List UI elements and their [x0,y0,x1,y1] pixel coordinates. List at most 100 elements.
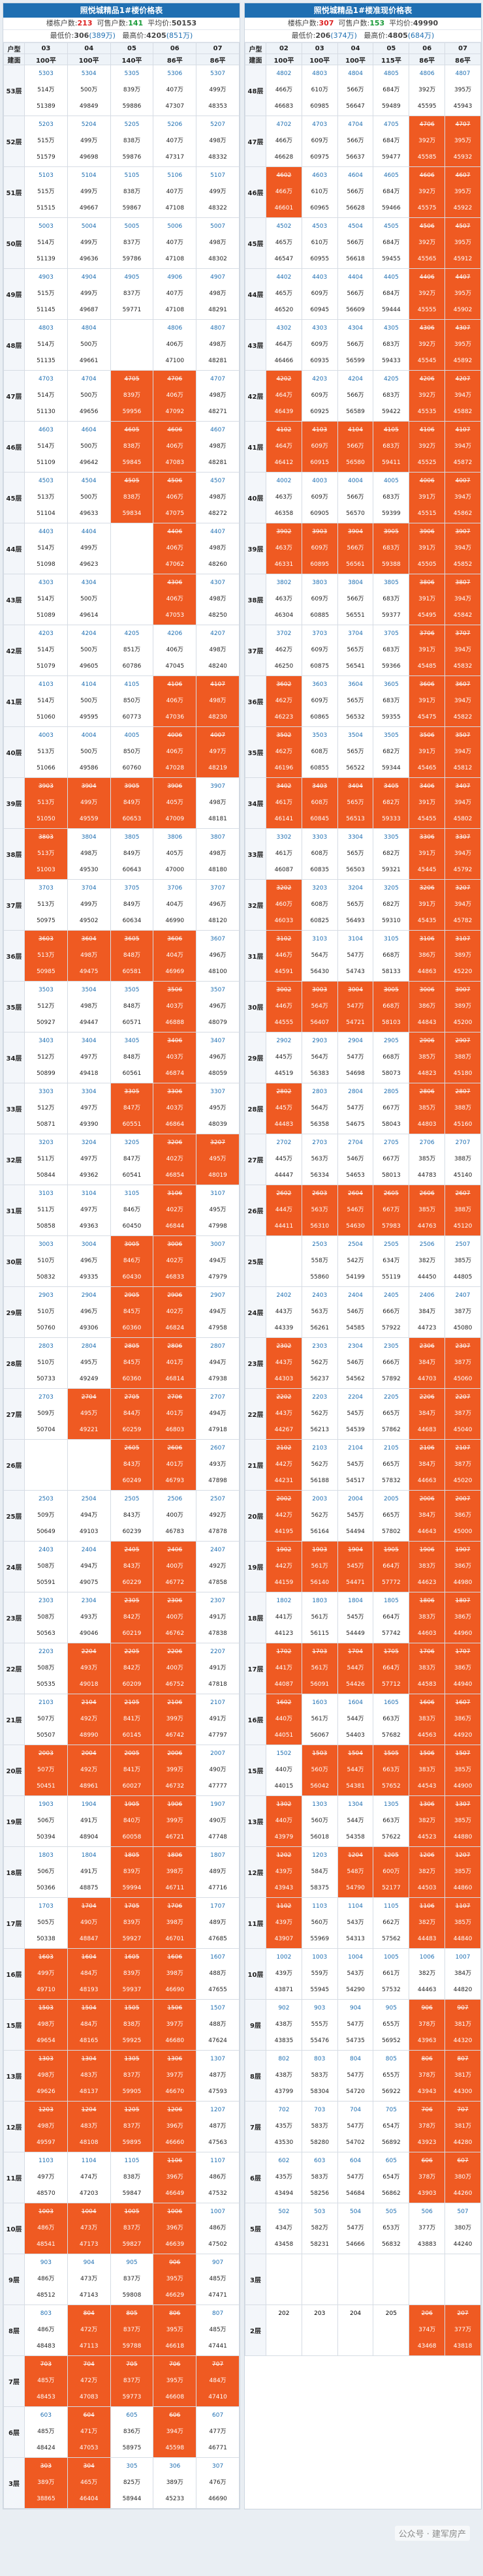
unit-cell-sold: 3106 386万 44863 [409,930,446,982]
unit-total-price: 555万 [311,2021,328,2028]
unit-price-per-sqm: 56618 [346,256,365,262]
unit-total-price: 391万 [418,545,436,551]
unit-price-per-sqm: 60581 [122,969,142,975]
unit-number: 3507 [210,987,226,993]
unit-cell-sold: 3005 846万 60430 [110,1235,154,1287]
unit-price-per-sqm: 43963 [417,2038,437,2044]
unit-price-per-sqm: 60975 [310,154,330,161]
unit-number: 1507 [455,1750,471,1757]
unit-total-price: 497万 [209,749,226,755]
unit-cell-sold: 3107 389万 45220 [444,930,481,982]
unit-total-price: 683万 [382,545,400,551]
unit-number: 1906 [419,1547,435,1553]
unit-number: 4602 [276,172,292,179]
unit-cell-sold: 1506 397万 46680 [153,1999,197,2051]
unit-number: 4507 [210,478,226,484]
unit-price-per-sqm: 44447 [274,1172,294,1179]
unit-total-price: 683万 [382,443,400,450]
unit-total-price: 380万 [454,2225,472,2231]
unit-cell: 1802 441万 44123 [266,1592,302,1643]
unit-number [111,320,153,337]
unit-number: 5007 [210,223,226,230]
unit-price-per-sqm: 47777 [208,1783,227,1790]
unit-cell: 3307 495万 48039 [196,1083,240,1134]
unit-price-per-sqm: 60551 [122,1121,142,1128]
unit-price-per-sqm: 60541 [122,1172,142,1179]
unit-number: 2806 [419,1089,435,1095]
unit-total-price [266,1253,301,1269]
unit-cell-sold: 1606 383万 44563 [409,1694,446,1745]
floor-row: 9层 903 486万 48512 904 473万 47143 905 837万 59808 90… [3,2254,240,2305]
unit-cell: 905 837万 59808 [110,2254,154,2305]
unit-total-price: 509万 [37,1512,55,1519]
unit-price-per-sqm: 47655 [208,1987,227,1993]
unit-total-price: 485万 [37,2378,55,2384]
unit-total-price [68,1457,110,1473]
unit-cell-sold: 2605 843万 60249 [110,1439,154,1491]
unit-cell-sold: 2307 387万 45060 [444,1337,481,1389]
unit-number: 2405 [124,1547,140,1553]
unit-cell: 1803 506万 50366 [24,1846,68,1898]
unit-total-price: 497万 [37,2174,55,2180]
unit-number [111,524,153,540]
unit-cell: 4404 499万 49623 [67,523,111,574]
floor-label: 26层 [3,1439,25,1491]
unit-cell-sold: 1307 385万 44880 [444,1795,481,1847]
unit-number: 2804 [81,1343,97,1350]
unit-number: 3906 [167,783,183,790]
unit-price-per-sqm: 49075 [79,1579,99,1586]
column-header: 户型 [245,42,266,54]
unit-price-per-sqm: 47958 [208,1325,227,1331]
unit-price-per-sqm: 48904 [79,1834,99,1840]
unit-price-per-sqm: 51104 [37,510,55,517]
unit-total-price: 498万 [209,392,226,399]
unit-price-per-sqm: 43979 [274,1834,294,1840]
unit-number: 2904 [348,1038,364,1044]
unit-number: 3002 [276,987,292,993]
unit-number: 2205 [383,1394,399,1401]
unit-number: 3203 [38,1140,54,1146]
unit-cell: 4206 406万 47045 [153,625,197,676]
unit-cell-sold: 3406 403万 46874 [153,1032,197,1083]
floor-row: 11层 1102 439万 43907 1103 560万 55969 1104 543万 543… [245,1897,481,1949]
unit-total-price: 545万 [347,1410,364,1417]
unit-price-per-sqm: 59321 [382,867,401,873]
unit-price-per-sqm: 49654 [37,2038,55,2044]
unit-cell-sold: 1706 398万 46701 [153,1897,197,1949]
floor-label: 30层 [3,1235,25,1287]
unit-total-price: 837万 [123,240,141,246]
unit-price-per-sqm: 45020 [453,1478,473,1484]
unit-number: 2107 [210,1699,226,1706]
unit-total-price: 494万 [209,1410,226,1417]
unit-cell: 3303 608万 60835 [301,828,338,880]
unit-price-per-sqm: 45892 [453,358,473,364]
unit-cell: 4703 514万 51130 [24,370,68,422]
unit-cell-empty [444,2254,481,2305]
unit-total-price: 498万 [37,2021,55,2028]
unit-total-price: 395万 [166,2276,183,2282]
unit-price-per-sqm: 49103 [79,1529,99,1535]
unit-number: 4906 [167,274,183,281]
unit-price-per-sqm: 44703 [417,1376,437,1382]
unit-price-per-sqm: 45040 [453,1427,473,1433]
unit-cell: 4203 514万 51079 [24,625,68,676]
unit-cell: 4204 500万 49605 [67,625,111,676]
unit-cell-sold: 4206 392万 45535 [409,370,446,422]
unit-total-price: 494万 [209,1258,226,1264]
unit-number: 2203 [312,1394,328,1401]
unit-total-price: 388万 [454,1156,472,1162]
unit-price-per-sqm: 57772 [382,1579,401,1586]
unit-price-per-sqm: 48272 [208,510,227,517]
unit-price-per-sqm: 47000 [165,867,185,873]
unit-number: 4005 [124,732,140,739]
unit-price-per-sqm: 60955 [310,256,330,262]
unit-cell-sold: 1204 548万 54790 [337,1846,374,1898]
unit-price-per-sqm: 44940 [453,1681,473,1688]
unit-number: 606 [169,2412,181,2419]
unit-number: 4304 [348,325,364,332]
unit-price-per-sqm: 46618 [165,2343,185,2350]
unit-number: 502 [278,2209,290,2215]
unit-cell: 2402 443万 44339 [266,1286,302,1338]
unit-cell-sold: 4006 406万 47028 [153,726,197,778]
unit-total-price: 484万 [209,2378,226,2384]
